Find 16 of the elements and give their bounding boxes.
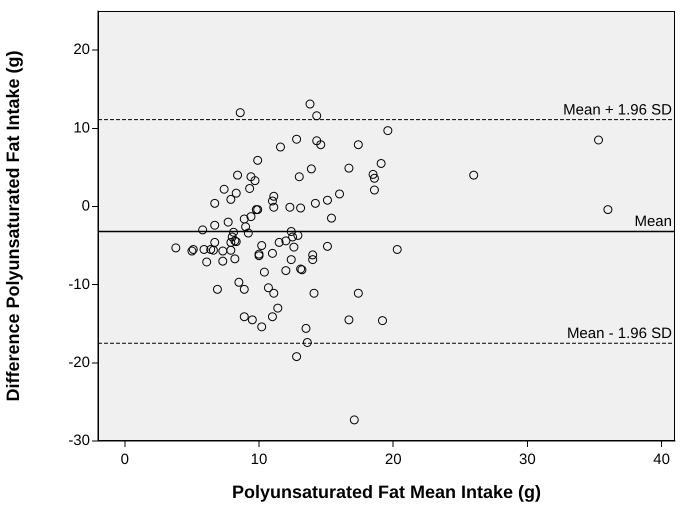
ref-line-label: Mean - 1.96 SD	[566, 324, 672, 342]
y-tick-label: 10	[73, 119, 90, 136]
x-tick-label: 0	[120, 451, 130, 468]
ref-line-label: Mean + 1.96 SD	[563, 101, 672, 118]
y-tick-label: -10	[68, 276, 90, 293]
y-tick-label: -30	[68, 432, 90, 450]
x-tick-label: 10	[250, 451, 268, 468]
y-tick-label: 20	[73, 41, 90, 58]
y-tick-label: -20	[68, 354, 90, 371]
x-tick-label: 40	[653, 451, 670, 468]
y-axis-title: Difference Polyunsaturated Fat Intake (g)	[2, 50, 23, 402]
y-tick-label: 0	[82, 198, 90, 215]
x-axis-title: Polyunsaturated Fat Mean Intake (g)	[232, 482, 542, 502]
x-tick-label: 20	[384, 451, 402, 468]
ref-line-label: Mean	[634, 213, 672, 230]
x-tick-label: 30	[519, 451, 536, 468]
